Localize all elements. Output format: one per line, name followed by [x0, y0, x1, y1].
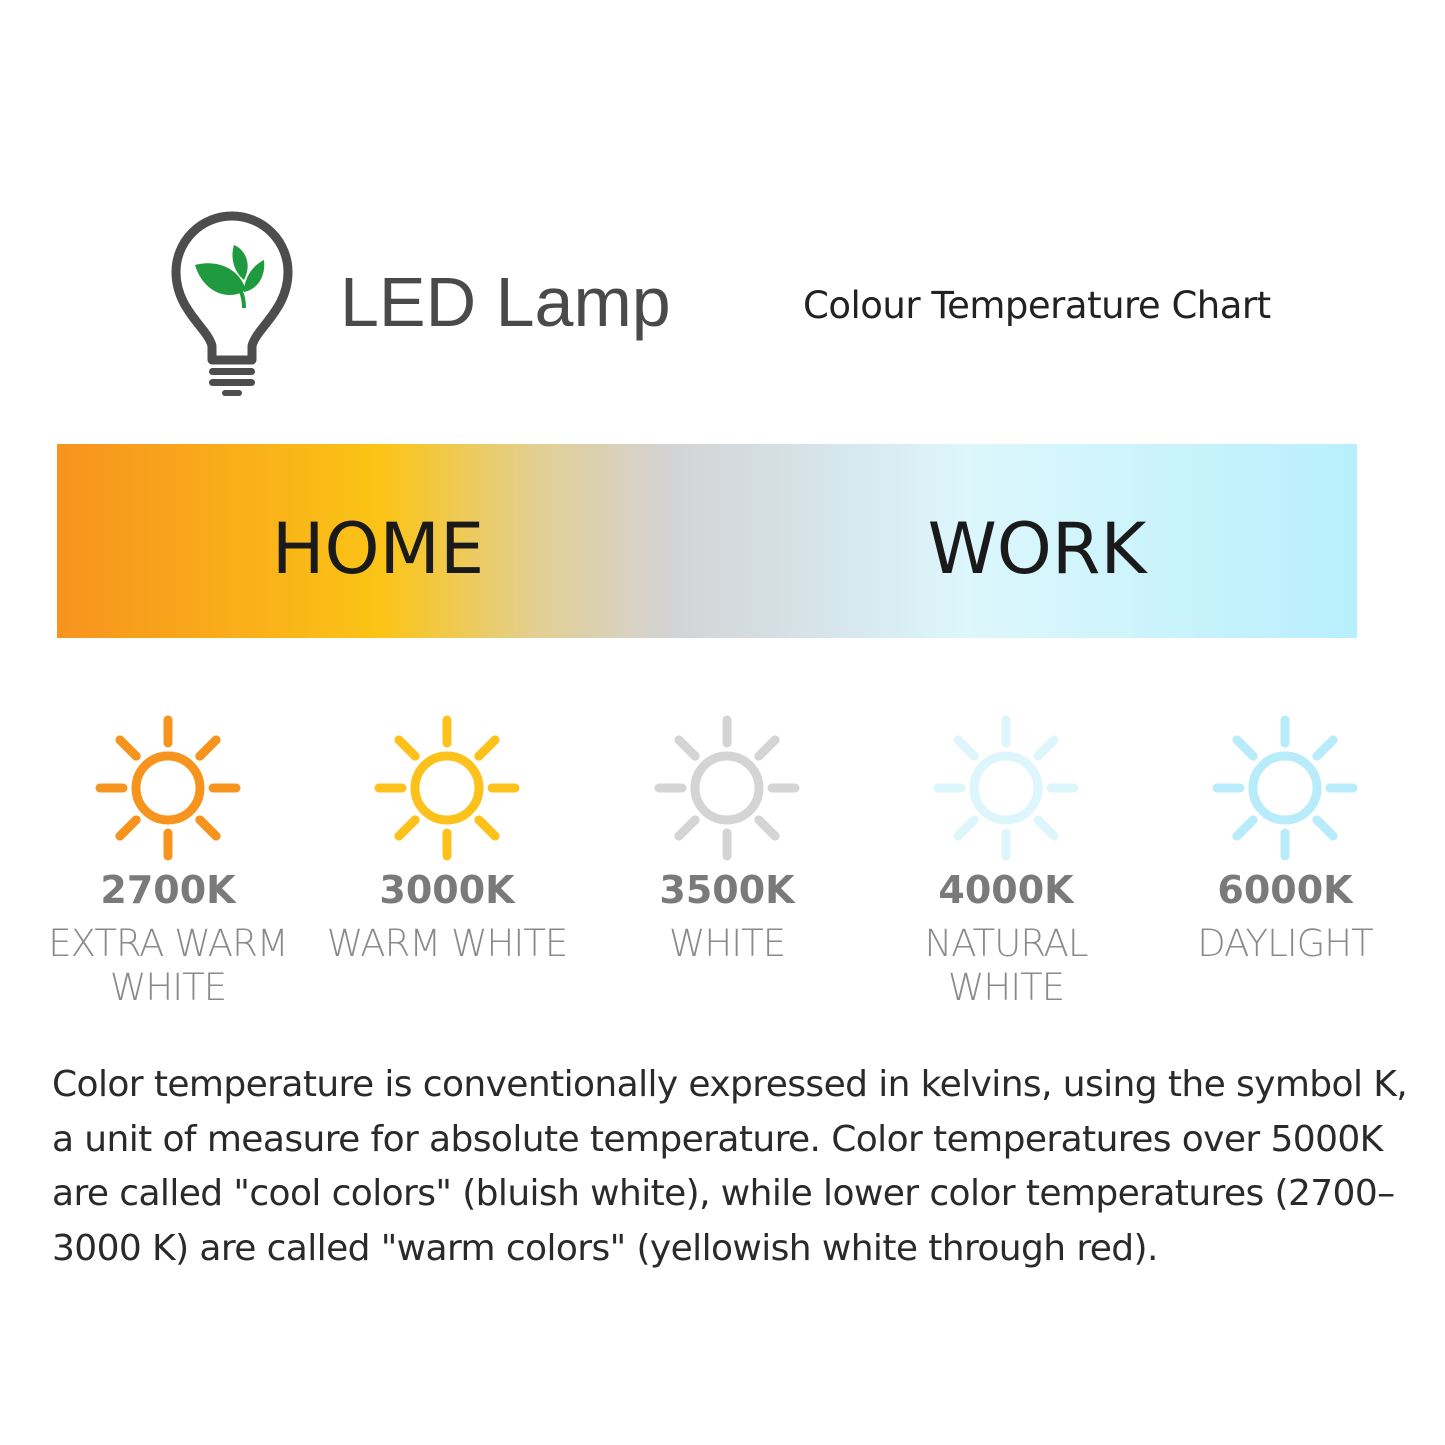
temperature-label: EXTRA WARM WHITE — [48, 922, 288, 1009]
page-subtitle: Colour Temperature Chart — [803, 284, 1271, 327]
work-label: WORK — [927, 508, 1147, 590]
lightbulb-leaf-icon — [171, 211, 293, 396]
kelvin-value: 2700K — [100, 868, 236, 912]
temperature-label: WHITE — [668, 922, 786, 965]
kelvin-value: 6000K — [1217, 868, 1353, 912]
sun-icon — [933, 715, 1079, 861]
kelvin-value: 3500K — [659, 868, 795, 912]
sun-icon — [654, 715, 800, 861]
kelvin-value: 4000K — [938, 868, 1074, 912]
temperature-label: WARM WHITE — [326, 922, 569, 965]
kelvin-value: 3000K — [379, 868, 515, 912]
sun-icon — [1212, 715, 1358, 861]
temperature-label: NATURAL WHITE — [924, 922, 1089, 1009]
home-label: HOME — [271, 508, 485, 590]
page-title: LED Lamp — [340, 263, 671, 341]
sun-icon — [95, 715, 241, 861]
temperature-gradient-bar — [57, 444, 1357, 638]
description-text: Color temperature is conventionally expr… — [52, 1064, 1408, 1269]
sun-icon — [374, 715, 520, 861]
temperature-label: DAYLIGHT — [1197, 922, 1374, 965]
